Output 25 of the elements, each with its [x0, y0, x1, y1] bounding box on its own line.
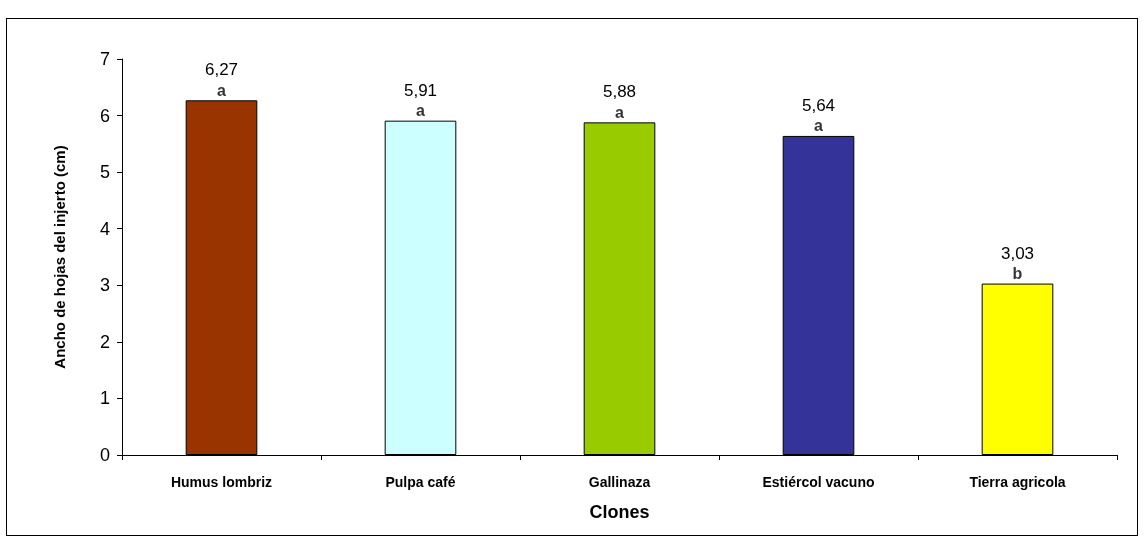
y-tick-label: 2: [99, 331, 110, 352]
y-tick-label: 0: [99, 445, 110, 465]
y-tick-label: 1: [99, 388, 110, 409]
y-tick-label: 4: [99, 218, 110, 239]
y-tick-label: 7: [99, 49, 110, 69]
x-tick-label: Estiércol vacuno: [762, 474, 875, 490]
annotation: a: [814, 117, 824, 135]
annotation: a: [416, 102, 426, 120]
x-tick-label: Tierra agricola: [969, 474, 1066, 490]
data-label: 3,03: [1000, 243, 1035, 263]
annotation: a: [615, 103, 625, 121]
x-tick-label: Pulpa café: [385, 474, 456, 490]
x-axis-title: Clones: [589, 502, 650, 522]
y-axis-title: Ancho de hojas del injerto (cm): [51, 145, 68, 369]
y-tick-label: 3: [99, 275, 110, 296]
x-tick-label: Humus lombriz: [170, 474, 273, 490]
data-label: 6,27: [204, 60, 239, 80]
annotation: b: [1012, 265, 1023, 283]
y-tick-label: 5: [99, 162, 110, 183]
annotation: a: [217, 81, 227, 99]
data-label: 5,91: [403, 80, 438, 100]
data-label: 5,64: [801, 95, 836, 115]
x-tick-label: Gallinaza: [588, 474, 651, 490]
data-label: 5,88: [602, 82, 637, 102]
y-tick-label: 6: [99, 105, 110, 126]
